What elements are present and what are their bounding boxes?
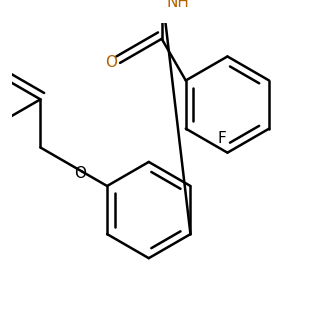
Text: O: O [105,55,117,70]
Text: O: O [74,166,86,181]
Text: F: F [217,131,226,146]
Text: NH: NH [166,0,189,10]
